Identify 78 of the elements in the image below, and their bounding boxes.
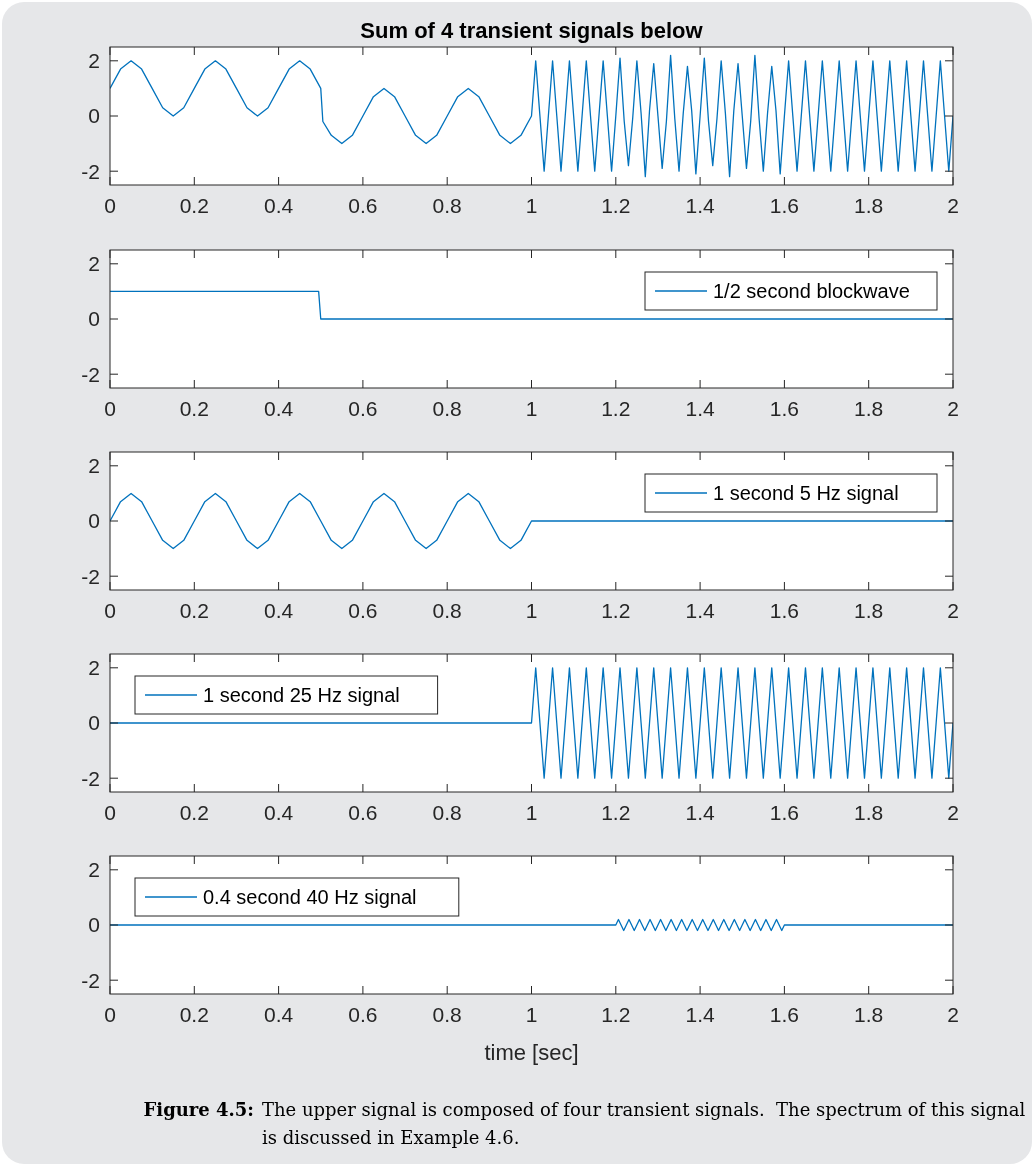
x-tick-label: 1 — [525, 1003, 538, 1026]
x-tick-label: 2 — [947, 397, 959, 420]
x-tick-label: 1.8 — [854, 1003, 884, 1026]
line-series — [110, 54, 953, 178]
x-tick-label: 0.8 — [432, 801, 462, 824]
x-tick-label: 1.2 — [601, 194, 631, 217]
x-tick-label: 1.8 — [854, 599, 884, 622]
y-tick-label: -2 — [81, 968, 100, 992]
x-tick-label: 1.4 — [685, 1003, 716, 1026]
x-tick-label: 0.8 — [432, 397, 462, 420]
x-tick-label: 2 — [947, 194, 959, 217]
x-axis-title: time [sec] — [484, 1040, 579, 1065]
x-tick-label: 2 — [947, 1003, 959, 1026]
x-tick-label: 0.4 — [264, 397, 294, 420]
x-tick-label: 1 — [525, 194, 538, 217]
y-tick-label: 0 — [88, 307, 100, 331]
x-tick-label: 0.6 — [348, 599, 378, 622]
x-tick-label: 0.4 — [264, 194, 294, 217]
legend-label: 1 second 5 Hz signal — [713, 482, 899, 504]
x-tick-label: 0.4 — [264, 801, 294, 824]
x-tick-label: 0.2 — [179, 194, 209, 217]
x-tick-label: 0.4 — [264, 1003, 294, 1026]
chart-title: Sum of 4 transient signals below — [360, 18, 704, 43]
x-tick-label: 0.6 — [348, 397, 378, 420]
y-tick-label: 2 — [88, 252, 100, 276]
x-tick-label: 2 — [947, 599, 959, 622]
x-tick-label: 1.2 — [601, 397, 631, 420]
legend-label: 1/2 second blockwave — [713, 280, 910, 302]
x-tick-label: 1.4 — [685, 801, 716, 824]
x-tick-label: 1.2 — [601, 599, 631, 622]
y-tick-label: 2 — [88, 656, 100, 680]
x-tick-label: 1.4 — [685, 599, 716, 622]
x-tick-label: 1.8 — [854, 194, 884, 217]
y-tick-label: -2 — [81, 766, 100, 790]
x-tick-label: 0.2 — [179, 397, 209, 420]
y-tick-label: 2 — [88, 858, 100, 882]
x-tick-label: 0 — [104, 801, 116, 824]
x-tick-label: 1.6 — [769, 194, 799, 217]
x-tick-label: 1.2 — [601, 801, 631, 824]
y-tick-label: -2 — [81, 159, 100, 183]
x-tick-label: 1 — [525, 599, 538, 622]
y-tick-label: 0 — [88, 509, 100, 533]
x-tick-label: 1.6 — [769, 397, 799, 420]
y-tick-label: -2 — [81, 362, 100, 386]
legend-label: 0.4 second 40 Hz signal — [203, 886, 417, 908]
x-tick-label: 1.8 — [854, 397, 884, 420]
x-tick-label: 0 — [104, 397, 116, 420]
x-tick-label: 1 — [525, 397, 538, 420]
y-tick-label: 0 — [88, 913, 100, 937]
x-tick-label: 1 — [525, 801, 538, 824]
x-tick-label: 0.6 — [348, 801, 378, 824]
x-tick-label: 0.8 — [432, 194, 462, 217]
x-tick-label: 0 — [104, 1003, 116, 1026]
x-tick-label: 0 — [104, 194, 116, 217]
y-tick-label: 2 — [88, 454, 100, 478]
x-tick-label: 0 — [104, 599, 116, 622]
x-tick-label: 1.6 — [769, 1003, 799, 1026]
x-tick-label: 0.8 — [432, 599, 462, 622]
x-tick-label: 1.4 — [685, 397, 716, 420]
x-tick-label: 2 — [947, 801, 959, 824]
y-tick-label: 0 — [88, 104, 100, 128]
y-tick-label: -2 — [81, 564, 100, 588]
y-tick-label: 0 — [88, 711, 100, 735]
x-tick-label: 0.2 — [179, 599, 209, 622]
x-tick-label: 1.4 — [685, 194, 716, 217]
x-tick-label: 1.6 — [769, 599, 799, 622]
x-tick-label: 0.4 — [264, 599, 294, 622]
x-tick-label: 1.6 — [769, 801, 799, 824]
x-tick-label: 0.2 — [179, 801, 209, 824]
x-tick-label: 1.2 — [601, 1003, 631, 1026]
y-tick-label: 2 — [88, 49, 100, 73]
x-tick-label: 0.2 — [179, 1003, 209, 1026]
x-tick-label: 0.6 — [348, 194, 378, 217]
x-tick-label: 0.8 — [432, 1003, 462, 1026]
caption: Figure 4.5: The upper signal is composed of four transient signals. The spectrum of this signal is discussed in Example 4.6. — [143, 1099, 1026, 1148]
x-tick-label: 0.6 — [348, 1003, 378, 1026]
x-tick-label: 1.8 — [854, 801, 884, 824]
legend-label: 1 second 25 Hz signal — [203, 684, 400, 706]
